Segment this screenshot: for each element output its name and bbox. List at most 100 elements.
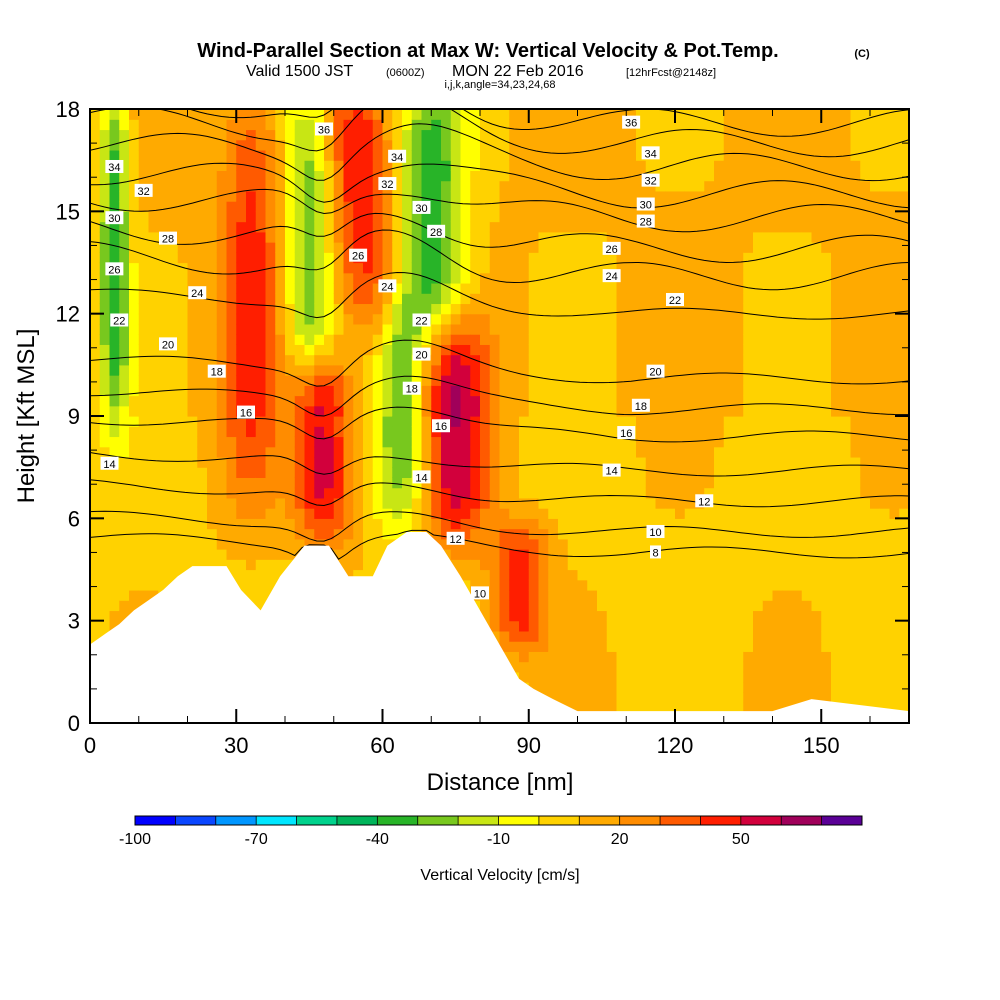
velocity-cell [821, 242, 832, 253]
velocity-cell [314, 190, 325, 202]
velocity-cell [382, 221, 393, 233]
velocity-cell [450, 303, 462, 315]
velocity-cell [850, 180, 861, 192]
velocity-cell [314, 221, 325, 233]
velocity-cell [343, 375, 354, 386]
velocity-cell [119, 385, 130, 397]
velocity-cell [324, 364, 335, 376]
velocity-cell [148, 149, 159, 161]
velocity-cell [363, 497, 374, 509]
velocity-cell [177, 242, 189, 253]
velocity-cell [626, 456, 637, 468]
velocity-cell [158, 559, 169, 571]
velocity-cell [441, 334, 452, 345]
velocity-cell [353, 231, 364, 243]
velocity-cell [402, 149, 413, 161]
velocity-cell [714, 620, 725, 632]
velocity-cell [714, 477, 725, 489]
velocity-cell [421, 149, 432, 161]
velocity-cell [109, 252, 120, 264]
velocity-cell [236, 569, 247, 581]
velocity-cell [587, 456, 598, 468]
velocity-cell [265, 497, 276, 509]
velocity-cell [636, 702, 647, 714]
velocity-cell [567, 508, 579, 519]
velocity-cell [402, 272, 413, 284]
velocity-cell [587, 610, 598, 622]
velocity-cell [99, 323, 111, 335]
velocity-cell [714, 467, 725, 478]
velocity-cell [324, 211, 335, 223]
velocity-cell [441, 242, 452, 253]
velocity-cell [636, 272, 647, 284]
velocity-cell [119, 467, 130, 478]
velocity-cell [772, 559, 783, 571]
velocity-cell [226, 190, 237, 202]
velocity-cell [119, 334, 130, 345]
velocity-cell [597, 252, 608, 264]
velocity-cell [587, 221, 598, 233]
velocity-cell [577, 242, 588, 253]
velocity-cell [392, 109, 403, 120]
velocity-cell [441, 221, 452, 233]
velocity-cell [733, 682, 744, 693]
velocity-cell [860, 610, 871, 622]
velocity-cell [411, 231, 423, 243]
velocity-cell [694, 231, 705, 243]
velocity-cell [558, 139, 569, 151]
velocity-cell [636, 344, 647, 356]
velocity-cell [743, 671, 754, 683]
velocity-cell [801, 610, 813, 622]
velocity-cell [645, 282, 657, 294]
velocity-cell [129, 497, 140, 509]
velocity-cell [577, 149, 588, 161]
velocity-cell [577, 641, 588, 652]
velocity-cell [870, 109, 881, 120]
velocity-cell [655, 692, 666, 704]
velocity-cell [587, 518, 598, 530]
velocity-cell [811, 579, 822, 591]
velocity-cell [743, 497, 754, 509]
velocity-cell [450, 242, 462, 253]
velocity-cell [285, 119, 296, 131]
velocity-cell [821, 334, 832, 345]
velocity-cell [558, 661, 569, 673]
velocity-cell [675, 221, 686, 233]
velocity-cell [616, 139, 627, 151]
velocity-cell [168, 375, 179, 386]
velocity-cell [587, 508, 598, 519]
velocity-cell [109, 109, 120, 120]
velocity-cell [792, 323, 803, 335]
velocity-cell [655, 518, 666, 530]
velocity-cell [694, 620, 705, 632]
velocity-cell [138, 313, 150, 325]
velocity-cell [801, 630, 813, 642]
velocity-cell [694, 661, 705, 673]
velocity-cell [168, 139, 179, 151]
velocity-cell [860, 354, 871, 366]
velocity-cell [879, 375, 891, 386]
velocity-cell [177, 303, 189, 315]
velocity-cell [626, 467, 637, 478]
velocity-cell [558, 129, 569, 141]
velocity-cell [489, 170, 501, 182]
velocity-cell [314, 149, 325, 161]
velocity-cell [177, 467, 189, 478]
velocity-cell [285, 375, 296, 386]
velocity-cell [684, 702, 696, 714]
velocity-cell [411, 180, 423, 192]
velocity-cell [411, 262, 423, 274]
velocity-cell [431, 354, 442, 366]
velocity-cell [548, 497, 559, 509]
velocity-cell [197, 272, 208, 284]
velocity-cell [743, 508, 754, 519]
velocity-cell [489, 149, 501, 161]
velocity-cell [431, 334, 442, 345]
velocity-cell [460, 467, 471, 478]
velocity-cell [353, 456, 364, 468]
velocity-cell [460, 354, 471, 366]
velocity-cell [294, 303, 306, 315]
velocity-cell [645, 436, 657, 448]
velocity-cell [333, 109, 345, 120]
velocity-cell [538, 334, 549, 345]
